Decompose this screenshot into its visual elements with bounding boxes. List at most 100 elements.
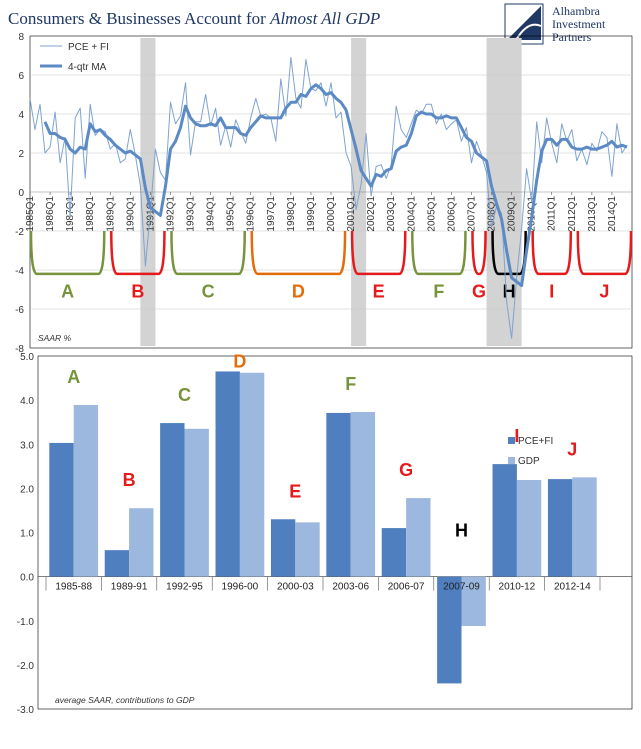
period-label-G: G bbox=[472, 281, 486, 301]
x-tick-label-2009Q1: 2009Q1 bbox=[507, 196, 518, 232]
x-tick-label-1997Q1: 1997Q1 bbox=[266, 196, 277, 232]
bar-gdp-2010-12 bbox=[516, 479, 542, 577]
period-label-E: E bbox=[373, 281, 385, 301]
period-bracket-A bbox=[29, 230, 106, 276]
y-tick-label-6: 6 bbox=[18, 71, 24, 82]
legend-label-gdp-bar: GDP bbox=[518, 456, 540, 467]
x-tick-label-1990Q1: 1990Q1 bbox=[125, 196, 136, 232]
bar-pce-fi-2012-14 bbox=[547, 479, 573, 577]
bar-period-label-H: H bbox=[455, 521, 468, 541]
category-label-1996-00: 1996-00 bbox=[222, 582, 259, 593]
y-tick-label-4: 4 bbox=[18, 110, 24, 121]
legend-label-ma: 4-qtr MA bbox=[68, 62, 107, 73]
legend-label-pce-fi-bar: PCE+FI bbox=[518, 436, 553, 447]
bar-period-label-G: G bbox=[399, 460, 413, 480]
legend-swatch-gdp-bar bbox=[508, 457, 515, 464]
x-tick-label-1998Q1: 1998Q1 bbox=[286, 196, 297, 232]
x-tick-label-2001Q1: 2001Q1 bbox=[346, 196, 357, 232]
bar-gdp-2012-14 bbox=[572, 477, 597, 577]
bar-y-tick-label-3.0: 3.0 bbox=[20, 440, 34, 451]
bar-gdp-2000-03 bbox=[295, 522, 320, 577]
bar-pce-fi-1992-95 bbox=[160, 423, 185, 577]
y-tick-label--4: -4 bbox=[15, 266, 24, 277]
x-tick-label-1999Q1: 1999Q1 bbox=[306, 196, 317, 232]
period-bracket-F bbox=[411, 230, 467, 276]
x-tick-label-1986Q1: 1986Q1 bbox=[45, 196, 56, 232]
logo-emblem-arch bbox=[515, 23, 542, 41]
bar-pce-fi-2000-03 bbox=[270, 519, 296, 577]
company-logo: Alhambra Investment Partners bbox=[504, 3, 606, 45]
bar-chart-legend: PCE+FI GDP bbox=[508, 436, 553, 467]
bar-gdp-2007-09 bbox=[461, 576, 486, 627]
bar-chart-frame bbox=[37, 355, 633, 710]
category-label-1989-91: 1989-91 bbox=[111, 582, 148, 593]
bar-pce-fi-2006-07 bbox=[381, 528, 407, 577]
category-label-1992-95: 1992-95 bbox=[166, 582, 203, 593]
bar-y-tick-label-4.0: 4.0 bbox=[20, 396, 34, 407]
period-bracket-I bbox=[531, 230, 573, 276]
bar-chart-bars bbox=[49, 371, 597, 684]
x-tick-label-2006Q1: 2006Q1 bbox=[446, 196, 457, 232]
y-tick-label--6: -6 bbox=[15, 305, 24, 316]
x-tick-label-1985Q1: 1985Q1 bbox=[25, 196, 36, 232]
category-label-2003-06: 2003-06 bbox=[332, 582, 369, 593]
period-bracket-C bbox=[170, 230, 246, 276]
period-bracket-J bbox=[576, 230, 633, 276]
x-tick-label-1996Q1: 1996Q1 bbox=[246, 196, 257, 232]
x-tick-label-2005Q1: 2005Q1 bbox=[426, 196, 437, 232]
bar-y-tick-label--2.0: -2.0 bbox=[17, 661, 35, 672]
bar-period-label-F: F bbox=[345, 374, 356, 394]
x-tick-label-2008Q1: 2008Q1 bbox=[487, 196, 498, 232]
bar-gdp-1985-88 bbox=[73, 404, 99, 577]
bar-period-label-A: A bbox=[67, 367, 80, 387]
bar-chart-period-labels: A B C D E F G H I J bbox=[67, 351, 577, 540]
period-bracket-D bbox=[250, 230, 347, 276]
bar-gdp-1996-00 bbox=[239, 372, 265, 577]
bar-period-label-C: C bbox=[178, 385, 191, 405]
period-label-B: B bbox=[131, 281, 144, 301]
x-tick-label-1991Q1: 1991Q1 bbox=[145, 196, 156, 232]
period-bracket-E bbox=[350, 230, 407, 276]
line-chart-legend: PCE + FI 4-qtr MA bbox=[40, 42, 109, 73]
bar-y-tick-label-0.0: 0.0 bbox=[20, 573, 34, 584]
bar-period-label-E: E bbox=[289, 481, 301, 501]
bar-pce-fi-1996-00 bbox=[215, 371, 240, 577]
x-tick-label-2000Q1: 2000Q1 bbox=[326, 196, 337, 232]
y-tick-label-2: 2 bbox=[18, 149, 24, 160]
legend-swatch-pce-fi-bar bbox=[508, 437, 515, 444]
y-tick-label-0: 0 bbox=[18, 188, 24, 199]
bar-gdp-1992-95 bbox=[184, 428, 209, 577]
logo-line-2: Investment bbox=[552, 17, 606, 31]
category-label-1985-88: 1985-88 bbox=[55, 582, 92, 593]
x-tick-label-1995Q1: 1995Q1 bbox=[226, 196, 237, 232]
bar-pce-fi-1985-88 bbox=[49, 442, 74, 577]
bar-y-tick-label--1.0: -1.0 bbox=[17, 617, 35, 628]
bar-chart-note: average SAAR, contributions to GDP bbox=[55, 695, 195, 705]
x-tick-label-1988Q1: 1988Q1 bbox=[85, 196, 96, 232]
bar-gdp-1989-91 bbox=[129, 508, 154, 577]
x-tick-label-2004Q1: 2004Q1 bbox=[406, 196, 417, 232]
bar-pce-fi-2007-09 bbox=[437, 576, 462, 684]
category-label-2000-03: 2000-03 bbox=[277, 582, 314, 593]
y-tick-label--8: -8 bbox=[15, 344, 24, 355]
bar-y-tick-label-1.0: 1.0 bbox=[20, 529, 34, 540]
category-label-2007-09: 2007-09 bbox=[443, 582, 480, 593]
line-chart-y-ticks: -8 -6 -4 -2 0 2 4 6 8 bbox=[15, 32, 24, 355]
period-label-C: C bbox=[202, 281, 215, 301]
chart-title: Consumers & Businesses Account for Almos… bbox=[8, 9, 380, 28]
x-tick-label-2011Q1: 2011Q1 bbox=[547, 196, 558, 231]
line-chart-unit-note: SAAR % bbox=[38, 333, 72, 343]
period-label-A: A bbox=[61, 281, 74, 301]
x-tick-label-1993Q1: 1993Q1 bbox=[186, 196, 197, 232]
bar-period-label-I: I bbox=[514, 426, 519, 446]
bar-chart: -3.0-2.0-1.00.01.02.03.04.05.0 1985-88 19… bbox=[17, 351, 633, 716]
bar-chart-categories: 1985-88 1989-91 1992-95 1996-00 2000-03 2003-… bbox=[45, 576, 601, 593]
legend-label-pce-fi: PCE + FI bbox=[68, 42, 109, 53]
period-label-I: I bbox=[549, 281, 554, 301]
x-tick-label-2013Q1: 2013Q1 bbox=[587, 196, 598, 232]
bar-y-tick-label-5.0: 5.0 bbox=[20, 352, 34, 363]
x-tick-label-2012Q1: 2012Q1 bbox=[567, 196, 578, 232]
bar-period-label-J: J bbox=[567, 439, 577, 459]
